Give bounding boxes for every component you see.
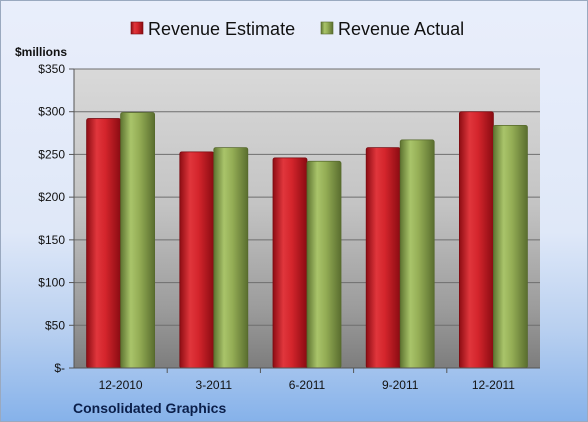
bars	[86, 111, 528, 369]
bar-estimate	[179, 151, 215, 369]
x-tick-label: 12-2011	[472, 378, 515, 392]
unit-label: $millions	[15, 45, 67, 59]
legend: Revenue Estimate Revenue Actual	[130, 19, 464, 39]
axes: $- $50 $100 $150 $200 $250 $300 $350 12-2010 3-20…	[38, 62, 540, 392]
x-tick-label: 9-2011	[382, 378, 419, 392]
y-tick-label: $50	[45, 318, 65, 332]
x-tick-label: 12-2010	[99, 378, 143, 392]
bar-estimate	[458, 111, 494, 369]
x-tick-label: 6-2011	[289, 378, 326, 392]
legend-swatch-estimate	[130, 21, 144, 35]
y-tick-label: $150	[38, 233, 65, 247]
bar-actual	[399, 139, 435, 369]
bar-actual	[213, 147, 249, 369]
legend-label-actual: Revenue Actual	[338, 19, 464, 39]
y-tick-label: $300	[38, 105, 65, 119]
legend-swatch-actual	[320, 21, 334, 35]
bar-actual	[492, 124, 528, 369]
x-tick-label: 3-2011	[196, 378, 233, 392]
bar-estimate	[272, 157, 308, 369]
bar-estimate	[86, 118, 121, 369]
legend-label-estimate: Revenue Estimate	[148, 19, 295, 39]
y-tick-label: $350	[38, 62, 65, 76]
company-name: Consolidated Graphics	[73, 400, 226, 416]
y-tick-label: $250	[38, 147, 65, 161]
y-tick-label: $-	[54, 361, 65, 375]
bar-actual	[306, 160, 342, 369]
y-tick-label: $200	[38, 190, 65, 204]
bar-estimate	[365, 147, 401, 369]
y-tick-label: $100	[38, 276, 65, 290]
bar-actual	[120, 112, 155, 369]
